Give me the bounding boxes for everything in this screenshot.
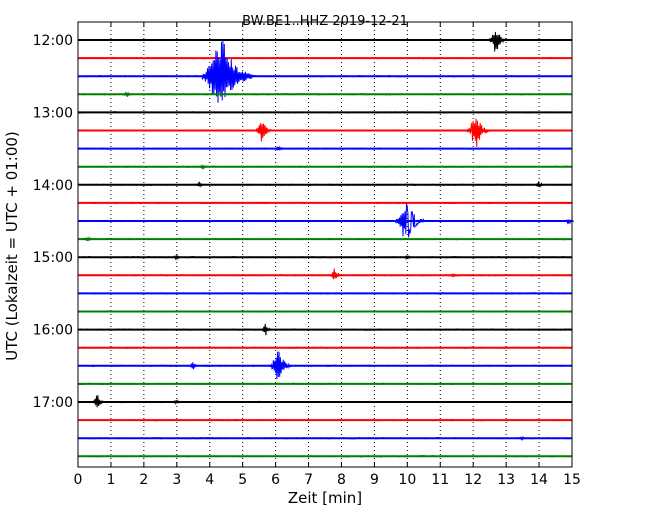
trace-noise: [77, 346, 572, 349]
y-tick-label: 15:00: [33, 250, 73, 266]
seismic-event: [255, 123, 272, 142]
trace-noise: [77, 455, 572, 458]
trace-noise: [77, 328, 572, 331]
x-tick-label: 9: [370, 472, 379, 488]
trace: [77, 164, 572, 170]
seismic-event: [198, 164, 209, 170]
seismic-event: [195, 181, 206, 188]
trace: [77, 56, 572, 60]
trace: [77, 111, 572, 114]
x-tick-label: 6: [271, 472, 280, 488]
trace: [77, 395, 572, 408]
trace: [77, 455, 572, 458]
trace: [77, 346, 572, 349]
trace-noise: [77, 183, 572, 187]
trace: [77, 268, 572, 280]
seismic-event: [466, 118, 490, 147]
y-tick-label: 17:00: [33, 395, 73, 411]
seismic-event: [172, 399, 183, 406]
seismic-event: [449, 273, 459, 278]
x-tick-label: 14: [530, 472, 548, 488]
x-axis-label: Zeit [min]: [288, 489, 362, 507]
trace: [77, 382, 572, 386]
seismic-event: [123, 91, 133, 98]
x-tick-label: 8: [337, 472, 346, 488]
plot-frame: [77, 21, 573, 468]
x-tick-label: 12: [464, 472, 482, 488]
trace: [77, 203, 575, 238]
trace-noise: [77, 165, 572, 168]
trace-noise: [77, 400, 572, 404]
trace-noise: [77, 364, 572, 368]
seismic-event: [269, 351, 292, 380]
trace-noise: [77, 56, 572, 60]
seismic-event: [518, 435, 528, 441]
trace-noise: [77, 237, 572, 241]
trace-noise: [77, 436, 572, 440]
trace: [77, 118, 572, 147]
trace: [77, 31, 572, 52]
x-tick-label: 5: [238, 472, 247, 488]
x-tick-label: 1: [106, 472, 115, 488]
trace-noise: [77, 201, 572, 205]
trace-noise: [77, 418, 572, 422]
trace-noise: [77, 255, 572, 259]
trace: [77, 323, 572, 336]
seismic-event: [534, 181, 545, 189]
x-tick-label: 7: [304, 472, 313, 488]
trace: [77, 254, 572, 261]
trace: [77, 310, 572, 313]
seismic-event: [215, 71, 226, 81]
seismic-event: [83, 235, 94, 242]
trace: [77, 181, 572, 189]
x-tick-label: 11: [431, 472, 449, 488]
trace-noise: [77, 219, 572, 223]
trace-noise: [77, 274, 572, 277]
trace-noise: [77, 382, 572, 386]
trace-noise: [77, 310, 572, 313]
y-tick-label: 12:00: [33, 33, 73, 49]
x-tick-label: 0: [74, 472, 83, 488]
y-axis-label: UTC (Lokalzeit = UTC + 01:00): [3, 131, 21, 361]
x-tick-label: 10: [398, 472, 416, 488]
trace: [77, 235, 572, 242]
trace-noise: [77, 147, 572, 150]
seismic-event: [394, 203, 425, 238]
trace: [77, 201, 572, 205]
trace-group: [77, 31, 575, 458]
seismic-event: [201, 40, 253, 103]
x-tick-label: 2: [139, 472, 148, 488]
trace-noise: [77, 93, 572, 96]
trace: [77, 145, 572, 151]
trace: [77, 351, 572, 380]
y-axis-ticks: 12:00 13:00 14:00 15:00 16:00 17:00: [33, 33, 83, 411]
x-tick-label: 15: [563, 472, 581, 488]
trace: [77, 418, 572, 422]
x-axis-ticks: 0 1 2 3 4 5 6 7 8 9 10 11 12 13 14 15: [74, 22, 581, 488]
seismic-event: [172, 254, 183, 261]
seismic-event: [488, 31, 507, 52]
trace: [77, 91, 572, 98]
y-tick-label: 13:00: [33, 105, 73, 121]
trace: [77, 435, 572, 441]
trace: [77, 40, 572, 103]
x-tick-label: 3: [172, 472, 181, 488]
seismic-event: [274, 145, 285, 151]
trace: [77, 292, 572, 295]
vertical-grid: [77, 22, 573, 467]
x-tick-label: 4: [205, 472, 214, 488]
y-tick-label: 14:00: [33, 178, 73, 194]
seismic-event: [92, 395, 105, 408]
trace-noise: [77, 292, 572, 295]
y-tick-label: 16:00: [33, 323, 73, 339]
seismic-event: [261, 323, 272, 336]
seismic-event: [189, 362, 199, 370]
x-tick-label: 13: [497, 472, 515, 488]
trace-noise: [77, 111, 572, 114]
trace-noise: [77, 74, 572, 78]
seismic-event: [330, 268, 341, 280]
seismic-event: [403, 254, 413, 261]
